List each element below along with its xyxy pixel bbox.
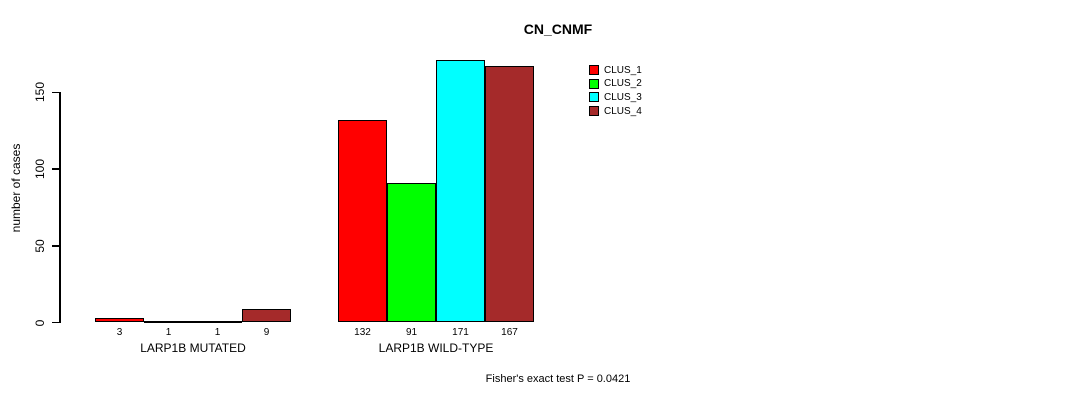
bar-value-label: 167 xyxy=(501,327,518,338)
bar-value-label: 9 xyxy=(263,327,270,338)
legend-item-clus_4: CLUS_4 xyxy=(589,105,642,117)
bar-clus_4 xyxy=(485,66,534,323)
bar-value-label: 91 xyxy=(405,327,418,338)
legend-item-clus_3: CLUS_3 xyxy=(589,91,642,103)
bar-clus_2 xyxy=(387,182,436,323)
bar-clus_4 xyxy=(242,308,291,323)
bar-clus_1 xyxy=(95,317,144,323)
y-tick-label: 150 xyxy=(33,82,47,103)
x-category-label: LARP1B WILD-TYPE xyxy=(378,341,494,355)
legend-item-label: CLUS_1 xyxy=(604,64,642,76)
y-tick-mark xyxy=(52,168,59,170)
y-tick-mark xyxy=(52,321,59,324)
y-tick-label: 50 xyxy=(33,239,47,253)
legend-item-label: CLUS_4 xyxy=(604,105,642,117)
y-tick-label: 0 xyxy=(33,319,47,326)
y-tick-mark xyxy=(52,91,59,93)
legend-swatch-icon xyxy=(589,106,599,117)
bar-value-label: 1 xyxy=(165,327,172,338)
bar-clus_3 xyxy=(436,60,485,323)
y-tick-mark xyxy=(52,245,59,247)
bar-clus_2 xyxy=(144,320,193,323)
legend-item-label: CLUS_3 xyxy=(604,91,642,103)
legend-item-clus_1: CLUS_1 xyxy=(589,64,642,76)
x-category-label: LARP1B MUTATED xyxy=(140,341,246,355)
y-tick-label: 100 xyxy=(33,158,47,180)
bar-clus_1 xyxy=(338,119,387,323)
legend-swatch-icon xyxy=(589,78,599,89)
legend-item-label: CLUS_2 xyxy=(604,78,642,90)
bar-value-label: 1 xyxy=(214,327,221,338)
legend-swatch-icon xyxy=(589,92,599,103)
legend-item-clus_2: CLUS_2 xyxy=(589,78,642,90)
chart-title: CN_CNMF xyxy=(523,21,593,37)
y-axis-label: number of cases xyxy=(9,143,23,233)
y-axis-line xyxy=(59,92,61,323)
legend-swatch-icon xyxy=(589,65,599,75)
bar-clus_3 xyxy=(193,320,242,323)
footnote-pvalue: Fisher's exact test P = 0.0421 xyxy=(485,373,631,385)
bar-value-label: 171 xyxy=(452,327,469,338)
bar-value-label: 3 xyxy=(116,327,123,338)
bar-value-label: 132 xyxy=(354,327,371,338)
